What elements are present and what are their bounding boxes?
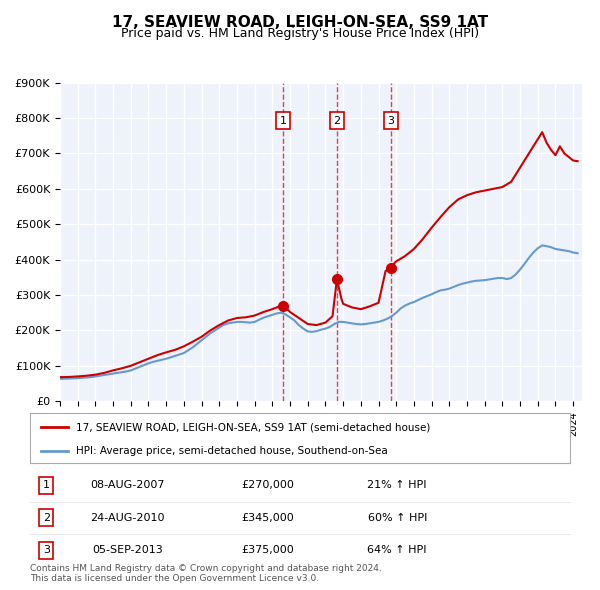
Text: £270,000: £270,000 (241, 480, 294, 490)
Text: 1: 1 (43, 480, 50, 490)
Text: 05-SEP-2013: 05-SEP-2013 (92, 545, 163, 555)
Text: 1: 1 (280, 116, 286, 126)
Text: £345,000: £345,000 (241, 513, 294, 523)
Text: Contains HM Land Registry data © Crown copyright and database right 2024.
This d: Contains HM Land Registry data © Crown c… (30, 563, 382, 583)
Text: HPI: Average price, semi-detached house, Southend-on-Sea: HPI: Average price, semi-detached house,… (76, 445, 388, 455)
Text: 2: 2 (43, 513, 50, 523)
Text: 60% ↑ HPI: 60% ↑ HPI (368, 513, 427, 523)
Text: 21% ↑ HPI: 21% ↑ HPI (367, 480, 427, 490)
Text: 2: 2 (334, 116, 340, 126)
Text: 17, SEAVIEW ROAD, LEIGH-ON-SEA, SS9 1AT: 17, SEAVIEW ROAD, LEIGH-ON-SEA, SS9 1AT (112, 15, 488, 30)
Text: Price paid vs. HM Land Registry's House Price Index (HPI): Price paid vs. HM Land Registry's House … (121, 27, 479, 40)
Text: 24-AUG-2010: 24-AUG-2010 (90, 513, 164, 523)
Text: 08-AUG-2007: 08-AUG-2007 (90, 480, 164, 490)
Text: 3: 3 (387, 116, 394, 126)
Text: 64% ↑ HPI: 64% ↑ HPI (367, 545, 427, 555)
Text: 3: 3 (43, 545, 50, 555)
Text: 17, SEAVIEW ROAD, LEIGH-ON-SEA, SS9 1AT (semi-detached house): 17, SEAVIEW ROAD, LEIGH-ON-SEA, SS9 1AT … (76, 422, 430, 432)
Text: £375,000: £375,000 (241, 545, 294, 555)
